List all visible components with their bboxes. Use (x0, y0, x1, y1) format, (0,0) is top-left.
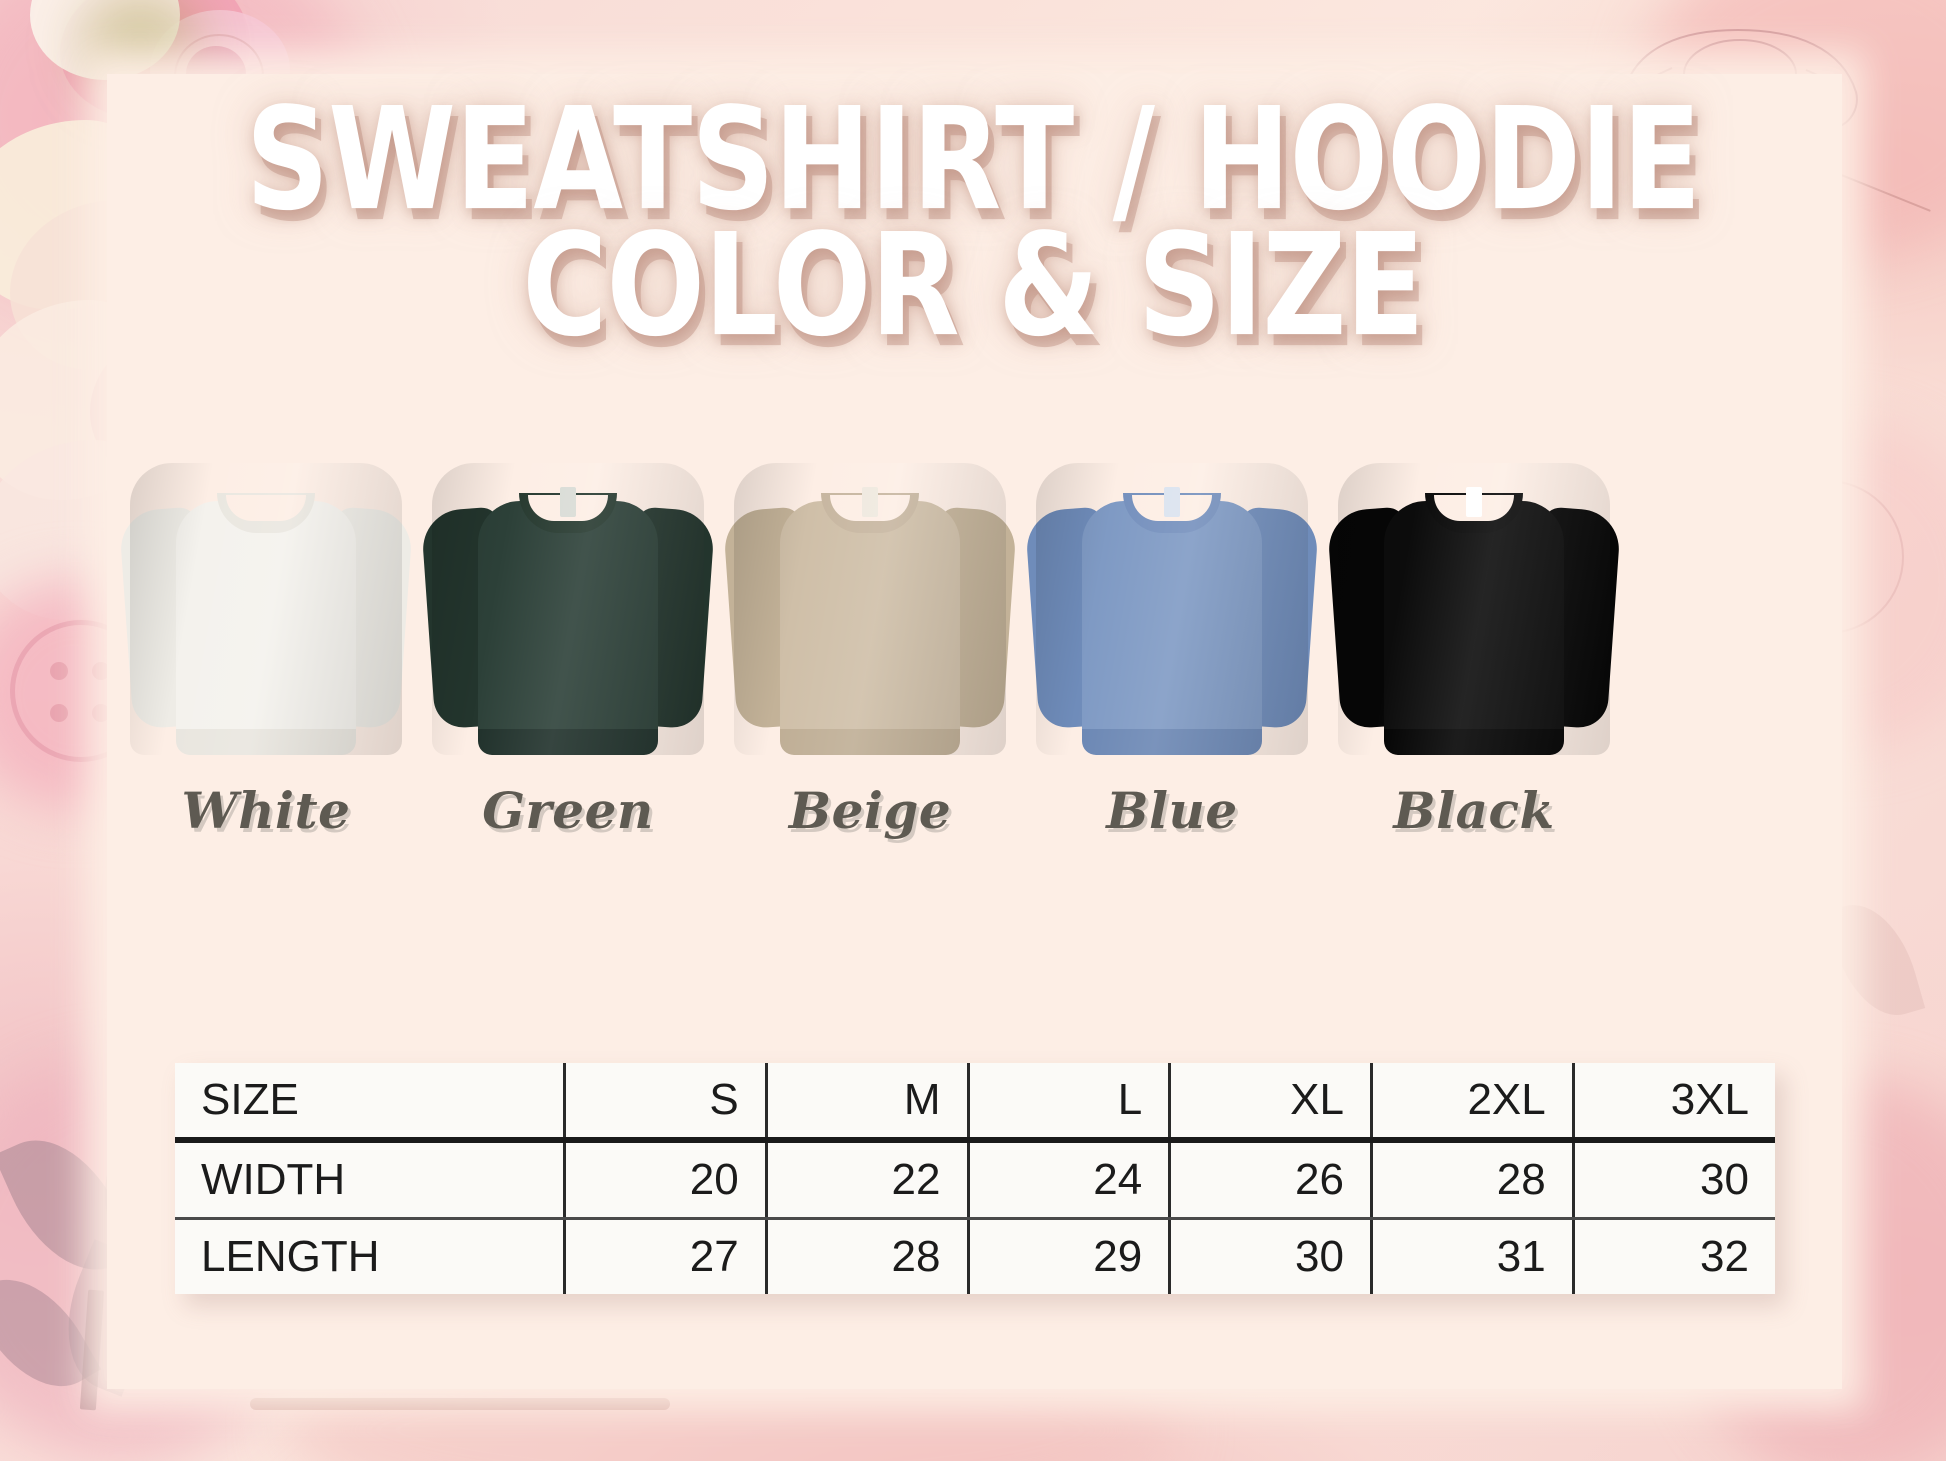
table-row-size: SIZE S M L XL 2XL 3XL (175, 1063, 1775, 1143)
length-s: 27 (564, 1218, 768, 1294)
row-label-width: WIDTH (175, 1140, 566, 1220)
sweatshirt-illustration-beige (722, 463, 1018, 755)
width-xl: 26 (1169, 1140, 1373, 1220)
size-header-l: L (968, 1063, 1172, 1143)
length-3xl: 32 (1700, 1232, 1749, 1281)
table-row-length: LENGTH 27 28 29 30 31 32 (175, 1218, 1775, 1294)
width-2xl: 28 (1371, 1140, 1575, 1220)
color-swatch-blue[interactable]: Blue (1024, 463, 1320, 840)
color-label-white: White (181, 781, 351, 840)
width-l: 24 (968, 1140, 1172, 1220)
neck-tag-green (560, 487, 576, 517)
sweatshirt-illustration-white (118, 463, 414, 755)
color-swatch-row: White Green (118, 440, 1622, 840)
sweatshirt-illustration-green (420, 463, 716, 755)
size-header-m: M (766, 1063, 970, 1143)
row-label-size: SIZE (175, 1063, 566, 1143)
size-header-2xl: 2XL (1371, 1063, 1575, 1143)
table-row-width: WIDTH 20 22 24 26 28 30 (175, 1140, 1775, 1220)
color-swatch-beige[interactable]: Beige (722, 463, 1018, 840)
sweatshirt-illustration-black (1326, 463, 1622, 755)
size-header-xl: XL (1169, 1063, 1373, 1143)
size-header-s: S (564, 1063, 768, 1143)
size-header-3xl: 3XL (1573, 1063, 1775, 1143)
row-label-length: LENGTH (175, 1218, 566, 1294)
neck-tag-blue (1164, 487, 1180, 517)
length-2xl: 31 (1371, 1218, 1575, 1294)
width-3xl: 30 (1573, 1140, 1775, 1220)
color-label-blue: Blue (1106, 781, 1238, 840)
length-m: 28 (766, 1218, 970, 1294)
neck-tag-beige (862, 487, 878, 517)
width-s: 20 (564, 1140, 768, 1220)
color-swatch-black[interactable]: Black (1326, 463, 1622, 840)
size-chart-table: SIZE S M L XL 2XL 3XL WIDTH 20 22 24 26 … (175, 1063, 1775, 1294)
color-swatch-green[interactable]: Green (420, 463, 716, 840)
sweatshirt-illustration-blue (1024, 463, 1320, 755)
color-label-beige: Beige (788, 781, 952, 840)
width-m: 22 (766, 1140, 970, 1220)
length-xl: 30 (1169, 1218, 1373, 1294)
length-l: 29 (968, 1218, 1172, 1294)
color-label-black: Black (1393, 781, 1555, 840)
color-swatch-white[interactable]: White (118, 463, 414, 840)
neck-tag-black (1466, 487, 1482, 517)
color-label-green: Green (482, 781, 654, 840)
